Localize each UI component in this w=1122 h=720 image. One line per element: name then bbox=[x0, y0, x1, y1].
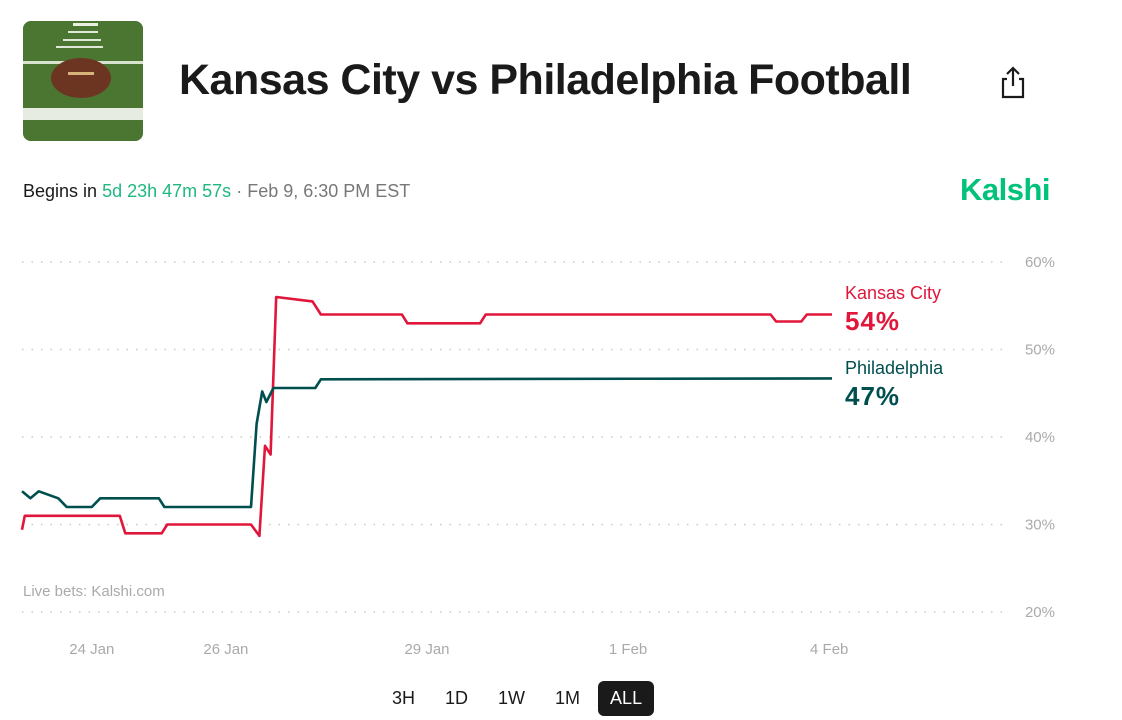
x-tick-label: 24 Jan bbox=[69, 641, 114, 658]
football-image bbox=[23, 21, 143, 141]
y-tick-label: 30% bbox=[1025, 517, 1055, 534]
range-3h-button[interactable]: 3H bbox=[392, 688, 416, 708]
y-tick-label: 60% bbox=[1025, 254, 1055, 271]
series-line-kansas-city bbox=[20, 295, 832, 538]
watermark: Live bets: Kalshi.com bbox=[23, 583, 165, 600]
kalshi-logo[interactable]: Kalshi bbox=[960, 172, 1051, 207]
series-line-philadelphia bbox=[21, 377, 833, 509]
y-tick-label: 50% bbox=[1025, 342, 1055, 359]
range-all-button[interactable]: ALL bbox=[598, 681, 655, 716]
time-range-selector: 3H 1D 1W 1M ALL bbox=[380, 681, 655, 716]
series-name-label: Philadelphia bbox=[845, 358, 944, 378]
event-thumbnail bbox=[23, 21, 143, 141]
range-1d-button[interactable]: 1D bbox=[445, 688, 469, 708]
range-1m-button[interactable]: 1M bbox=[555, 688, 581, 708]
series-current-value: 47% bbox=[845, 381, 900, 411]
x-tick-label: 1 Feb bbox=[609, 641, 647, 658]
event-schedule: Begins in 5d 23h 47m 57s · Feb 9, 6:30 P… bbox=[23, 181, 410, 202]
start-time: Feb 9, 6:30 PM EST bbox=[247, 181, 411, 201]
page-title: Kansas City vs Philadelphia Football bbox=[179, 56, 912, 104]
y-tick-label: 20% bbox=[1025, 604, 1055, 621]
begins-label: Begins in bbox=[23, 181, 98, 201]
y-tick-label: 40% bbox=[1025, 429, 1055, 446]
x-tick-label: 4 Feb bbox=[810, 641, 848, 658]
x-tick-label: 26 Jan bbox=[203, 641, 248, 658]
range-1w-button[interactable]: 1W bbox=[498, 688, 526, 708]
x-tick-label: 29 Jan bbox=[404, 641, 449, 658]
separator: · bbox=[236, 181, 243, 201]
share-button[interactable] bbox=[998, 64, 1028, 100]
share-icon bbox=[1001, 66, 1025, 99]
series-current-value: 54% bbox=[845, 306, 900, 336]
price-chart: 20% 30% 40% 50% 60% 24 Jan 26 Jan 29 Jan 1 Feb 4 … bbox=[20, 254, 1055, 658]
countdown: 5d 23h 47m 57s bbox=[102, 181, 232, 201]
series-name-label: Kansas City bbox=[845, 283, 941, 303]
